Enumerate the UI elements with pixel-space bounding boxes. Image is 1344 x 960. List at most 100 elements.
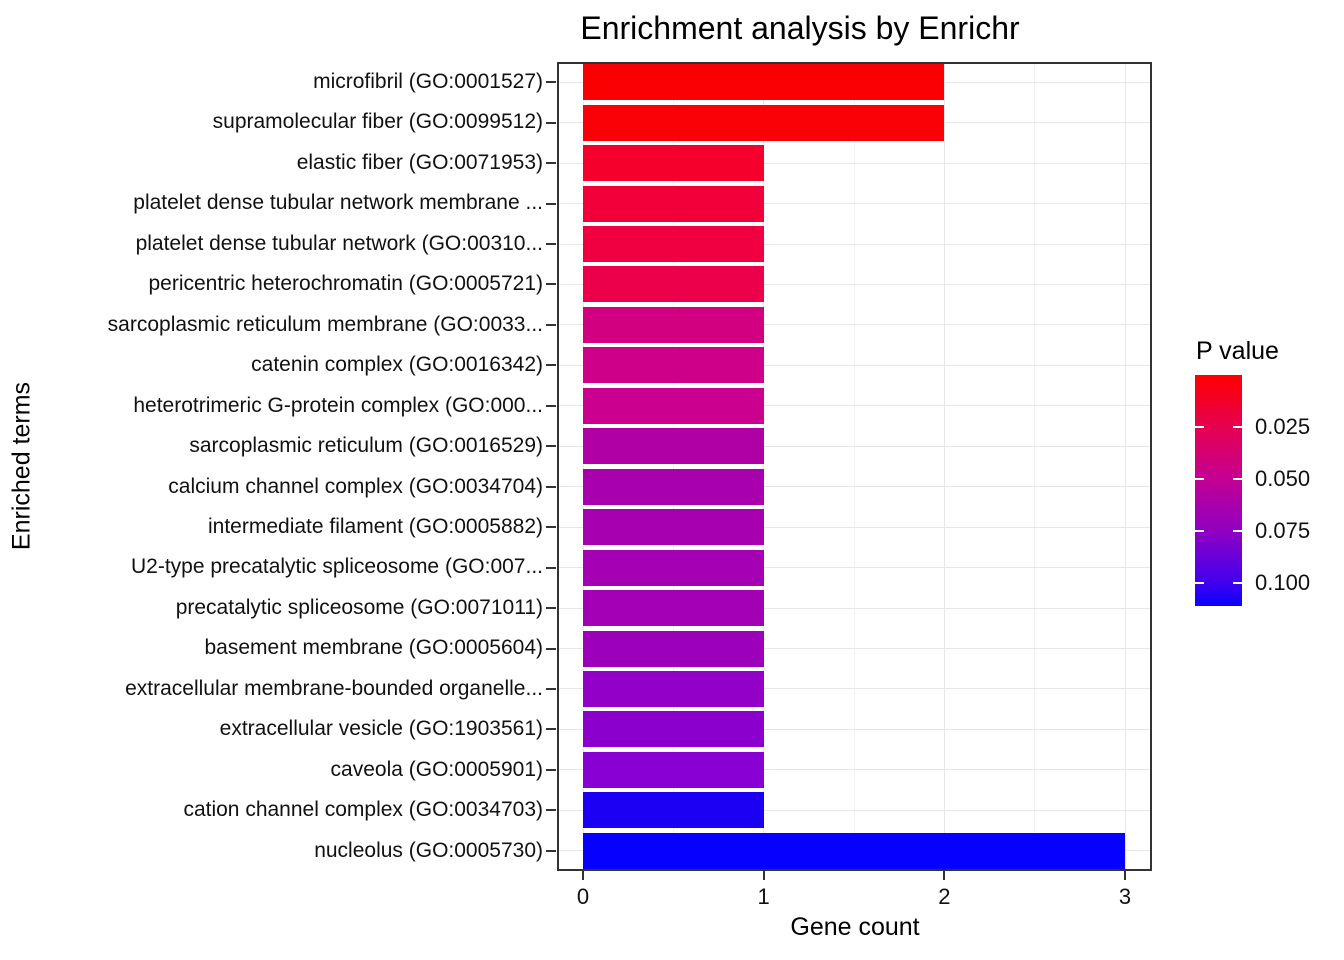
- y-axis-label: extracellular vesicle (GO:1903561): [219, 717, 543, 741]
- y-axis-label: sarcoplasmic reticulum membrane (GO:0033…: [107, 312, 543, 336]
- bar: [583, 145, 764, 182]
- colorbar-tick-label: 0.025: [1255, 414, 1311, 440]
- plot-panel: [557, 62, 1152, 871]
- h-gridline-major: [557, 728, 1152, 730]
- y-tick-mark: [546, 809, 556, 812]
- bar: [583, 226, 764, 263]
- bar: [583, 266, 764, 303]
- y-tick-mark: [546, 364, 556, 367]
- v-gridline-minor: [672, 62, 674, 871]
- y-axis-label: intermediate filament (GO:0005882): [207, 514, 543, 538]
- h-gridline-major: [557, 243, 1152, 245]
- y-axis-labels: microfibril (GO:0001527) supramolecular f…: [0, 62, 543, 871]
- h-gridline-major: [557, 405, 1152, 407]
- y-axis-label: U2-type precatalytic spliceosome (GO:007…: [130, 555, 543, 579]
- h-gridline-major: [557, 769, 1152, 771]
- h-gridline-major: [557, 486, 1152, 488]
- x-axis-title: Gene count: [790, 913, 920, 941]
- colorbar-tick-left: [1195, 582, 1204, 585]
- y-tick-mark: [546, 243, 556, 246]
- y-axis-label: catenin complex (GO:0016342): [251, 353, 543, 377]
- bar: [583, 64, 945, 101]
- y-axis-label: calcium channel complex (GO:0034704): [168, 474, 543, 498]
- y-tick-mark: [546, 687, 556, 690]
- h-gridline-major: [557, 809, 1152, 811]
- y-tick-mark: [546, 566, 556, 569]
- y-axis-label: sarcoplasmic reticulum (GO:0016529): [189, 434, 543, 458]
- y-axis-label: caveola (GO:0005901): [330, 757, 543, 781]
- colorbar-tick-right: [1233, 582, 1242, 585]
- v-gridline-minor: [1034, 62, 1036, 871]
- bar: [583, 185, 764, 222]
- y-tick-mark: [546, 647, 556, 650]
- y-tick-mark: [546, 768, 556, 771]
- chart-title: Enrichment analysis by Enrichr: [580, 10, 1020, 46]
- x-tick-mark: [582, 871, 584, 880]
- y-tick-mark: [546, 728, 556, 731]
- colorbar-tick-right: [1233, 530, 1242, 533]
- colorbar-tick-left: [1195, 426, 1204, 429]
- bar: [583, 428, 764, 465]
- y-tick-mark: [546, 445, 556, 448]
- x-tick-label: 1: [757, 884, 770, 909]
- h-gridline-major: [557, 203, 1152, 205]
- v-gridline-major: [763, 62, 765, 871]
- y-axis-label: platelet dense tubular network (GO:00310…: [135, 231, 543, 255]
- v-gridline-major: [943, 62, 945, 871]
- bar: [583, 468, 764, 505]
- y-tick-mark: [546, 485, 556, 488]
- h-gridline-major: [557, 324, 1152, 326]
- y-tick-mark: [546, 81, 556, 84]
- y-axis-label: heterotrimeric G-protein complex (GO:000…: [133, 393, 543, 417]
- y-axis-label: nucleolus (GO:0005730): [314, 838, 543, 862]
- y-tick-mark: [546, 283, 556, 286]
- bar: [583, 751, 764, 788]
- v-gridline-minor: [853, 62, 855, 871]
- x-tick-mark: [943, 871, 946, 880]
- bar: [583, 509, 764, 546]
- bar: [583, 832, 1125, 869]
- y-tick-mark: [546, 162, 556, 165]
- y-tick-mark: [546, 121, 556, 124]
- legend-colorbar: [1195, 375, 1242, 606]
- y-axis-label: precatalytic spliceosome (GO:0071011): [175, 595, 543, 619]
- h-gridline-major: [557, 364, 1152, 366]
- h-gridline-major: [557, 648, 1152, 650]
- x-tick-label: 3: [1118, 884, 1132, 909]
- y-axis-label: elastic fiber (GO:0071953): [296, 150, 543, 174]
- x-tick-label: 2: [938, 884, 951, 909]
- colorbar-tick-label: 0.100: [1255, 570, 1311, 596]
- y-axis-label: extracellular membrane-bounded organelle…: [125, 676, 543, 700]
- bar: [583, 104, 945, 141]
- y-tick-mark: [546, 526, 556, 529]
- colorbar-tick-label: 0.050: [1255, 466, 1311, 492]
- bar: [583, 711, 764, 748]
- legend-title: P value: [1196, 337, 1279, 365]
- h-gridline-major: [557, 162, 1152, 164]
- colorbar-tick-left: [1195, 478, 1204, 481]
- y-axis-label: pericentric heterochromatin (GO:0005721): [148, 272, 543, 296]
- h-gridline-major: [557, 445, 1152, 447]
- colorbar-tick-right: [1233, 426, 1242, 429]
- x-tick-mark: [1124, 871, 1126, 880]
- bar: [583, 306, 764, 343]
- h-gridline-major: [557, 283, 1152, 285]
- h-gridline-major: [557, 688, 1152, 690]
- y-tick-mark: [546, 607, 556, 610]
- y-axis-label: cation channel complex (GO:0034703): [183, 798, 543, 822]
- v-gridline-major: [582, 62, 584, 871]
- v-gridline-major: [1124, 62, 1126, 871]
- x-tick-label: 0: [576, 884, 590, 909]
- bar: [583, 590, 764, 627]
- y-axis-label: basement membrane (GO:0005604): [204, 636, 543, 660]
- h-gridline-major: [557, 567, 1152, 569]
- y-tick-mark: [546, 849, 556, 852]
- colorbar-tick-left: [1195, 530, 1204, 533]
- y-tick-mark: [546, 404, 556, 407]
- y-axis-label: platelet dense tubular network membrane …: [133, 191, 543, 215]
- colorbar-tick-right: [1233, 478, 1242, 481]
- bar: [583, 549, 764, 586]
- bar: [583, 630, 764, 667]
- bar: [583, 347, 764, 384]
- colorbar-tick-label: 0.075: [1255, 518, 1311, 544]
